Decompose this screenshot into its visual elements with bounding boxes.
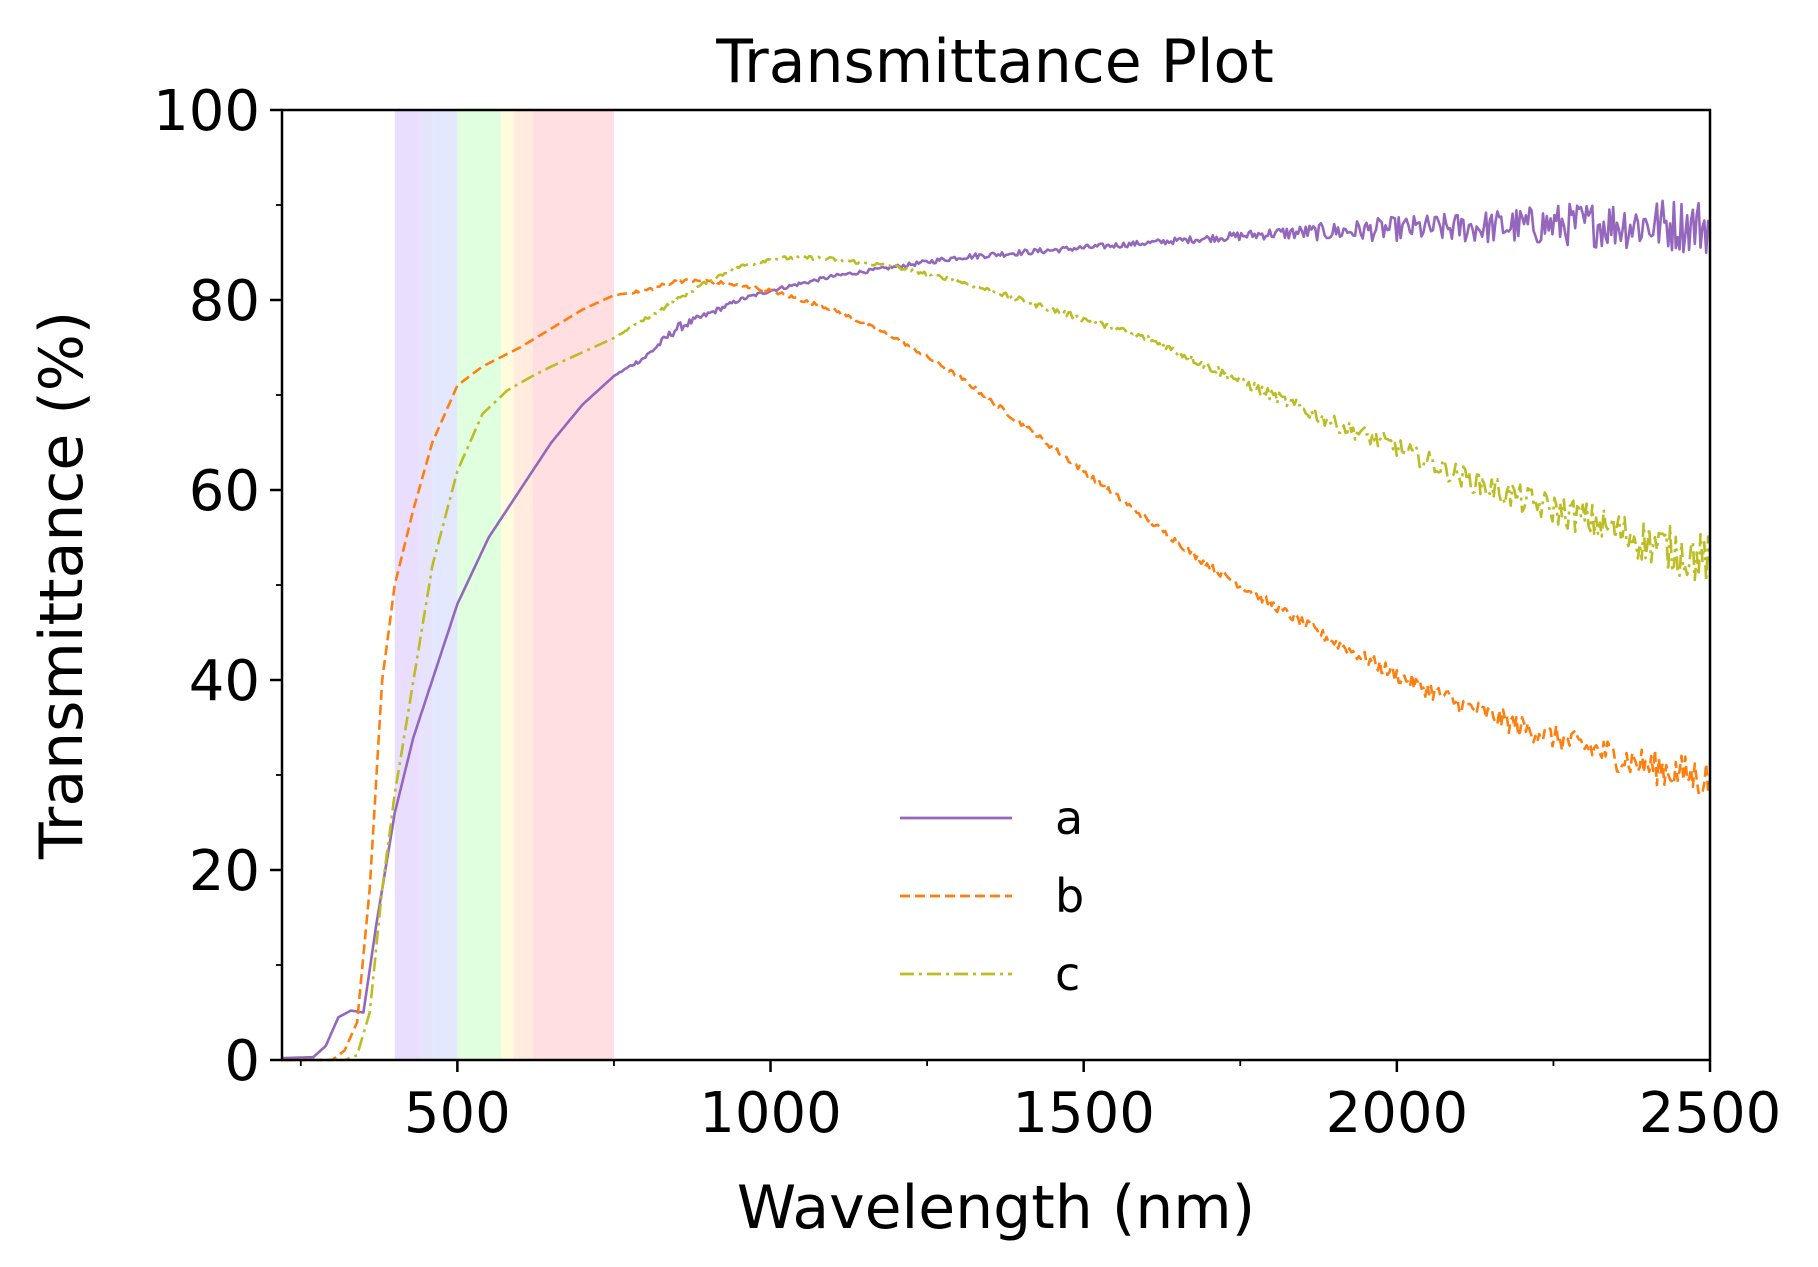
legend-label-a: a <box>1055 791 1083 845</box>
spectrum-band-6 <box>532 110 614 1060</box>
x-tick-label-1000: 1000 <box>699 1081 842 1146</box>
legend: abc <box>900 791 1084 1001</box>
series-line-b <box>282 278 1712 1062</box>
visible-spectrum-bands <box>394 110 614 1060</box>
x-axis-title: Wavelength (nm) <box>737 1173 1255 1243</box>
y-tick-label-60: 60 <box>189 459 260 524</box>
legend-label-b: b <box>1055 869 1084 923</box>
spectrum-band-1 <box>419 110 433 1060</box>
x-axis: 500 1000 1500 2000 2500 <box>299 1060 1782 1146</box>
x-tick-label-1500: 1500 <box>1012 1081 1155 1146</box>
legend-label-c: c <box>1055 947 1080 1001</box>
y-tick-label-0: 0 <box>224 1029 260 1094</box>
y-axis-title: Transmittance (%) <box>27 311 97 860</box>
spectrum-band-3 <box>457 110 502 1060</box>
spectrum-band-4 <box>501 110 514 1060</box>
x-tick-label-500: 500 <box>404 1081 511 1146</box>
spectrum-band-5 <box>513 110 533 1060</box>
y-tick-label-100: 100 <box>153 79 260 144</box>
series-line-a <box>281 199 1712 1060</box>
x-tick-label-2500: 2500 <box>1639 1081 1782 1146</box>
y-tick-label-40: 40 <box>189 649 260 714</box>
y-tick-label-20: 20 <box>189 839 260 904</box>
y-axis: 0 20 40 60 80 100 <box>153 79 282 1094</box>
spectrum-band-0 <box>394 110 420 1060</box>
chart-title: Transmittance Plot <box>715 27 1274 97</box>
series-line-c <box>282 254 1712 1062</box>
y-tick-label-80: 80 <box>189 269 260 334</box>
spectrum-band-2 <box>432 110 458 1060</box>
series-layer <box>281 199 1712 1062</box>
x-tick-label-2000: 2000 <box>1326 1081 1469 1146</box>
